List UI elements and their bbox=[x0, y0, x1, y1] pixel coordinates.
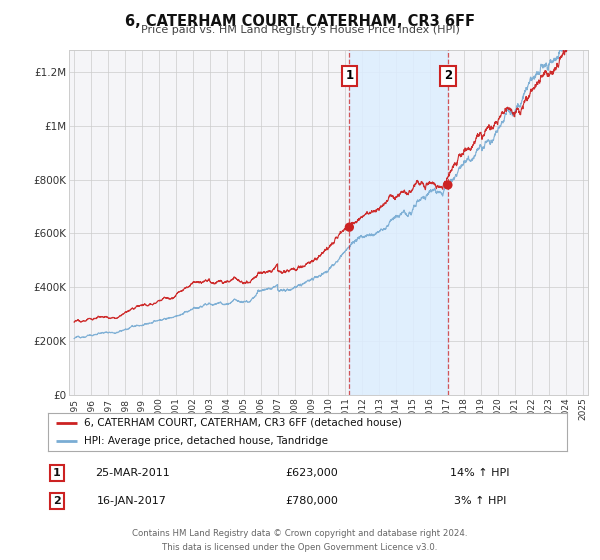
Bar bbox=[349, 50, 448, 395]
Text: £780,000: £780,000 bbox=[286, 496, 338, 506]
Text: 6, CATERHAM COURT, CATERHAM, CR3 6FF (detached house): 6, CATERHAM COURT, CATERHAM, CR3 6FF (de… bbox=[85, 418, 402, 428]
Text: Contains HM Land Registry data © Crown copyright and database right 2024.: Contains HM Land Registry data © Crown c… bbox=[132, 529, 468, 538]
Text: 25-MAR-2011: 25-MAR-2011 bbox=[95, 468, 169, 478]
Text: 14% ↑ HPI: 14% ↑ HPI bbox=[450, 468, 510, 478]
Text: 6, CATERHAM COURT, CATERHAM, CR3 6FF: 6, CATERHAM COURT, CATERHAM, CR3 6FF bbox=[125, 14, 475, 29]
Text: Price paid vs. HM Land Registry's House Price Index (HPI): Price paid vs. HM Land Registry's House … bbox=[140, 25, 460, 35]
Text: 1: 1 bbox=[53, 468, 61, 478]
Text: 1: 1 bbox=[345, 69, 353, 82]
Text: 2: 2 bbox=[444, 69, 452, 82]
Point bbox=[443, 180, 453, 189]
Text: This data is licensed under the Open Government Licence v3.0.: This data is licensed under the Open Gov… bbox=[163, 543, 437, 552]
Text: 3% ↑ HPI: 3% ↑ HPI bbox=[454, 496, 506, 506]
Text: HPI: Average price, detached house, Tandridge: HPI: Average price, detached house, Tand… bbox=[85, 436, 328, 446]
Point bbox=[344, 223, 354, 232]
Text: £623,000: £623,000 bbox=[286, 468, 338, 478]
Text: 2: 2 bbox=[53, 496, 61, 506]
Text: 16-JAN-2017: 16-JAN-2017 bbox=[97, 496, 167, 506]
